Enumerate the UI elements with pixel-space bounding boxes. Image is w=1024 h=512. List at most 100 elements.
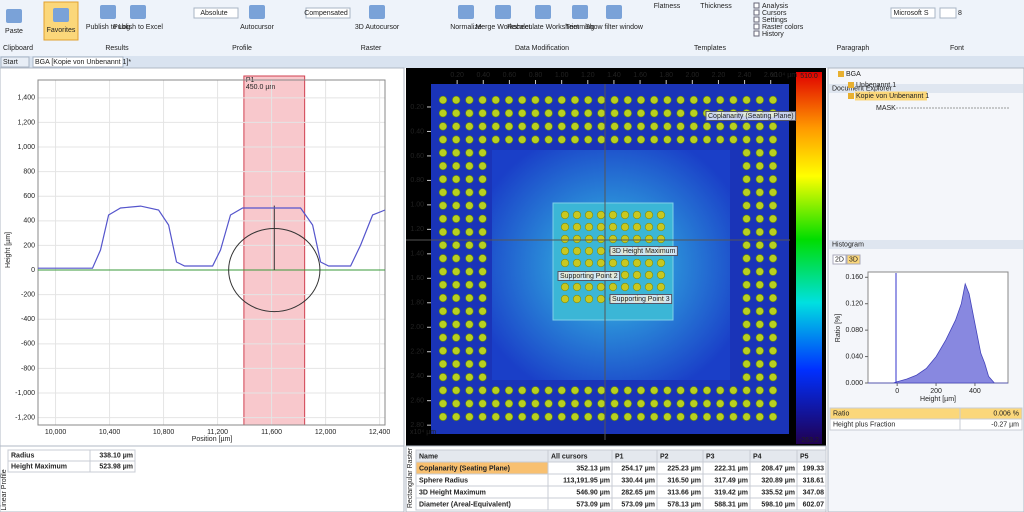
tab-label[interactable]: 2D	[835, 256, 844, 263]
ball	[768, 95, 778, 105]
ball	[584, 386, 593, 395]
ball	[632, 210, 642, 220]
ball	[650, 386, 659, 395]
ball	[755, 386, 764, 395]
ball	[438, 161, 448, 171]
tab-label[interactable]: Start	[3, 59, 18, 66]
table-text: 318.61	[803, 477, 825, 484]
ribbon-check[interactable]: Cursors	[762, 10, 787, 17]
annotation-box	[609, 294, 673, 304]
table-text: 282.65 µm	[621, 489, 655, 496]
table-header: Name	[419, 453, 438, 460]
tab	[846, 254, 861, 265]
ball	[689, 135, 698, 144]
ribbon-button[interactable]: Merge Worksheet	[475, 24, 530, 31]
tree-item[interactable]: Unbenannt 1	[856, 82, 896, 89]
annotation-box	[557, 271, 621, 281]
ball	[452, 346, 461, 355]
table-text: Sphere Radius	[419, 477, 468, 484]
ball	[597, 386, 606, 395]
ribbon-button[interactable]: Favorites	[47, 27, 76, 34]
tree-item[interactable]: MASK	[876, 105, 896, 112]
tab-label[interactable]: 3D	[849, 256, 858, 263]
tree-item[interactable]: BGA	[846, 71, 861, 78]
checkbox	[753, 23, 760, 30]
table-text: 602.07	[803, 501, 825, 508]
ball	[452, 399, 461, 408]
ribbon-button[interactable]: 3D Autocursor	[355, 24, 400, 31]
ribbon-button[interactable]: Thickness	[700, 3, 732, 10]
ribbon-button[interactable]: Autocursor	[240, 24, 275, 31]
ball	[452, 227, 461, 237]
x-tick-label: 0.20	[450, 72, 464, 79]
ball	[768, 320, 778, 329]
ribbon-button[interactable]: Trimming	[566, 24, 595, 31]
ribbon-check[interactable]: Settings	[762, 17, 788, 24]
ball	[557, 386, 566, 395]
ball	[560, 246, 570, 256]
x-tick-label: 2.00	[686, 72, 700, 79]
y-tick-label: 1,400	[17, 95, 35, 102]
ribbon-button[interactable]: Flatness	[654, 3, 681, 10]
ball	[438, 135, 448, 144]
ribbon-button[interactable]: Microsoft S	[893, 10, 928, 17]
tree-item[interactable]: Kopie von Unbenannt 1	[856, 93, 929, 100]
ball	[676, 386, 685, 395]
ball	[755, 359, 764, 369]
ribbon-button[interactable]: Absolute	[200, 10, 227, 17]
ball	[663, 399, 672, 408]
ribbon-button[interactable]: Show filter window	[585, 24, 644, 31]
ball	[742, 161, 751, 171]
y-tick-label: 0	[31, 267, 35, 274]
tab-label[interactable]: BGA [Kopie von Unbenannt 1]*	[35, 59, 131, 66]
ribbon-button[interactable]: Publish to Log	[86, 24, 130, 31]
ribbon-button[interactable]: Publish to Excel	[113, 24, 163, 31]
checkbox	[753, 30, 760, 37]
table-header: P2	[660, 453, 669, 460]
ball	[465, 148, 474, 157]
ball	[663, 135, 672, 144]
table-text: 3D Height Maximum	[419, 489, 486, 496]
ribbon-button[interactable]: 8	[958, 10, 962, 17]
ball	[452, 333, 461, 342]
plot-frame	[37, 79, 386, 426]
ribbon-button[interactable]: Compensated	[304, 10, 348, 17]
ribbon-button[interactable]: Normalize	[450, 24, 482, 31]
y-tick-label: 2.80	[410, 422, 424, 429]
ball	[438, 412, 448, 421]
ball	[636, 135, 646, 144]
table-text: 598.10 µm	[761, 501, 795, 508]
table-text: Ratio	[833, 410, 849, 417]
x-tick-label: 200	[930, 388, 942, 395]
ball	[768, 227, 778, 237]
ball	[755, 280, 764, 289]
ball	[597, 135, 606, 144]
ribbon-button[interactable]: Paste	[5, 28, 23, 35]
x-tick-label: 0	[895, 388, 899, 395]
ribbon-check[interactable]: History	[762, 31, 784, 38]
ball	[596, 234, 606, 244]
ball	[755, 161, 764, 171]
ball	[438, 399, 448, 408]
x-tick-label: 1.20	[581, 72, 595, 79]
y-tick-label: -200	[21, 291, 35, 298]
ball	[689, 122, 698, 131]
checkbox	[753, 2, 760, 9]
ball	[716, 135, 725, 144]
table-text: 573.09 µm	[621, 501, 655, 508]
ball	[768, 214, 778, 223]
panel-header	[829, 84, 1023, 93]
button-icon	[495, 5, 511, 19]
ribbon-check[interactable]: Analysis	[762, 3, 789, 10]
histogram-area	[868, 282, 1008, 384]
ball	[478, 161, 487, 171]
ball	[702, 412, 712, 421]
dropdown	[305, 7, 351, 19]
ball	[742, 412, 751, 421]
x-tick-label: 2.60	[764, 72, 778, 79]
x-axis-label: Position [µm]	[192, 436, 233, 443]
ribbon-button[interactable]: Recalculate Worksheet	[507, 24, 579, 31]
ball	[656, 258, 666, 268]
ribbon-check[interactable]: Raster colors	[762, 24, 804, 31]
